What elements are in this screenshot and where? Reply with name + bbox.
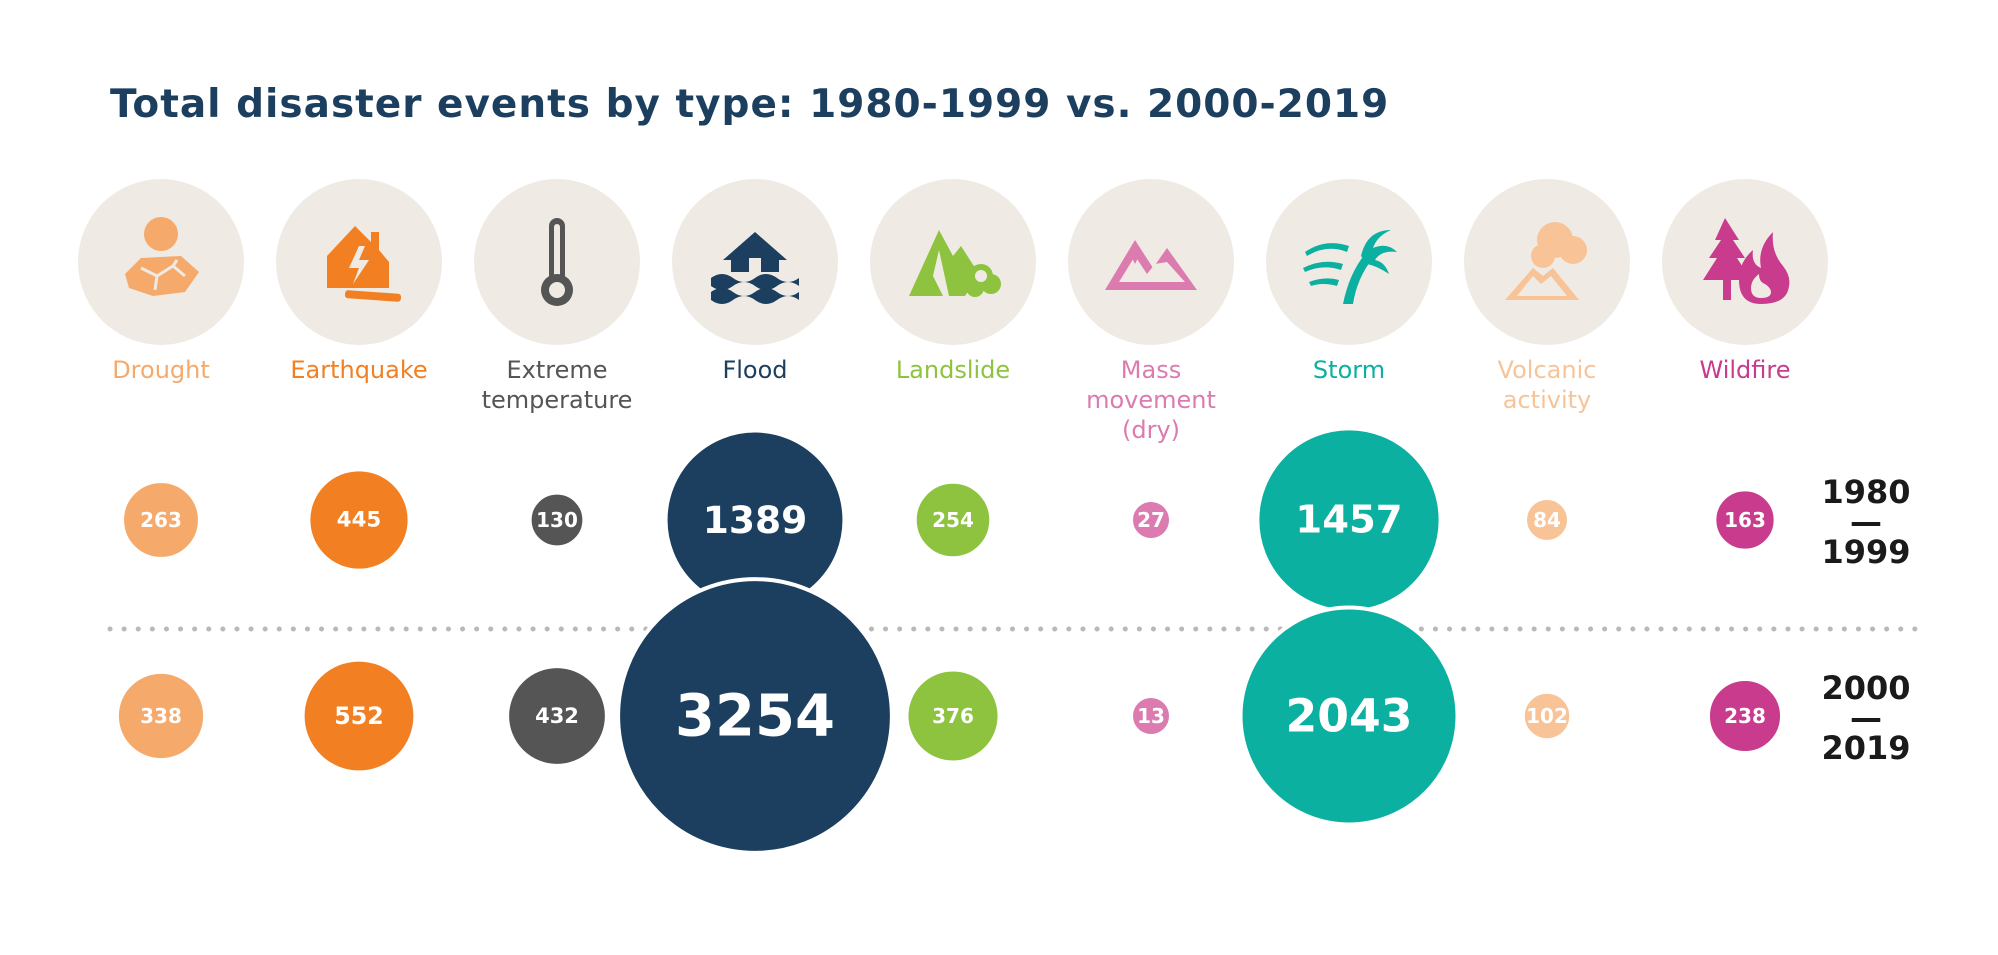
category-label-drought: Drought: [112, 356, 210, 384]
bubble-landslide-period-2: [904, 667, 1002, 765]
data-label-drought-period-2: 338: [140, 704, 182, 728]
mass-movement-dry-icon-background: [1068, 179, 1234, 345]
bubble-wildfire-period-2: [1705, 676, 1785, 756]
data-label-landslide-period-1: 254: [932, 508, 974, 532]
bubble-extreme-temperature-period-1: [527, 490, 587, 550]
bubble-volcanic-activity-period-1: [1523, 496, 1571, 544]
bubble-flood-period-2: [616, 577, 894, 855]
data-label-drought-period-1: 263: [140, 508, 182, 532]
data-label-storm-period-1: 1457: [1295, 498, 1402, 543]
bubble-drought-period-1: [120, 479, 202, 561]
bubble-storm-period-2: [1238, 605, 1460, 827]
data-label-wildfire-period-2: 238: [1724, 704, 1766, 728]
bubble-mass-movement-dry-period-2: [1129, 694, 1173, 738]
series-label-period-1: 1980: [1821, 473, 1910, 511]
category-label-mass-movement-dry: Mass: [1121, 356, 1181, 384]
series-label-period-1: 1999: [1821, 533, 1910, 571]
category-label-extreme-temperature: temperature: [482, 386, 633, 414]
category-label-earthquake: Earthquake: [290, 356, 427, 384]
category-label-mass-movement-dry: movement: [1086, 386, 1216, 414]
data-label-flood-period-2: 3254: [675, 683, 835, 750]
data-label-volcanic-activity-period-1: 84: [1533, 508, 1561, 532]
data-label-flood-period-1: 1389: [703, 498, 808, 542]
storm-icon-background: [1266, 179, 1432, 345]
data-label-volcanic-activity-period-2: 102: [1526, 704, 1568, 728]
bubble-earthquake-period-2: [300, 657, 418, 775]
chart-title: Total disaster events by type: 1980-1999…: [110, 82, 1390, 127]
data-label-earthquake-period-2: 552: [334, 702, 383, 730]
category-label-volcanic-activity: activity: [1503, 386, 1591, 414]
data-label-mass-movement-dry-period-1: 27: [1137, 508, 1165, 532]
category-label-storm: Storm: [1313, 356, 1385, 384]
data-label-extreme-temperature-period-1: 130: [536, 508, 578, 532]
series-label-period-2: 2019: [1821, 729, 1910, 767]
category-label-volcanic-activity: Volcanic: [1498, 356, 1597, 384]
category-label-landslide: Landslide: [896, 356, 1010, 384]
bubble-drought-period-2: [114, 669, 208, 763]
category-label-extreme-temperature: Extreme: [506, 356, 607, 384]
bubble-landslide-period-1: [912, 479, 994, 561]
bubble-volcanic-activity-period-2: [1520, 689, 1574, 743]
series-label-period-2: —: [1850, 699, 1882, 737]
category-label-mass-movement-dry: (dry): [1122, 416, 1180, 444]
bubble-mass-movement-dry-period-1: [1129, 498, 1173, 542]
series-label-period-2: 2000: [1821, 669, 1910, 707]
data-label-mass-movement-dry-period-2: 13: [1137, 704, 1165, 728]
data-label-landslide-period-2: 376: [932, 704, 974, 728]
data-label-earthquake-period-1: 445: [337, 508, 381, 533]
data-label-wildfire-period-1: 163: [1724, 508, 1766, 532]
bubble-earthquake-period-1: [306, 467, 412, 573]
bubble-extreme-temperature-period-2: [505, 664, 609, 768]
category-label-wildfire: Wildfire: [1700, 356, 1791, 384]
data-label-extreme-temperature-period-2: 432: [535, 704, 579, 728]
data-label-storm-period-2: 2043: [1286, 690, 1413, 743]
bubble-wildfire-period-1: [1712, 487, 1778, 553]
series-label-period-1: —: [1850, 503, 1882, 541]
category-label-flood: Flood: [722, 356, 787, 384]
